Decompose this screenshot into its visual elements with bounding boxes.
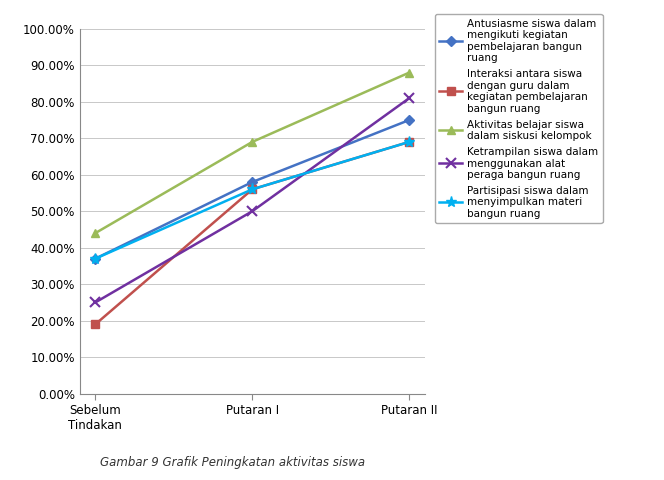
Partisipasi siswa dalam
menyimpulkan materi
bangun ruang bbox=[92, 256, 100, 262]
Antusiasme siswa dalam
mengikuti kegiatan
pembelajaran bangun
ruang bbox=[248, 179, 256, 185]
Ketrampilan siswa dalam
menggunakan alat
peraga bangun ruang bbox=[92, 300, 100, 305]
Partisipasi siswa dalam
menyimpulkan materi
bangun ruang bbox=[405, 139, 413, 145]
Ketrampilan siswa dalam
menggunakan alat
peraga bangun ruang bbox=[405, 95, 413, 101]
Aktivitas belajar siswa
dalam siskusi kelompok bbox=[92, 230, 100, 236]
Interaksi antara siswa
dengan guru dalam
kegiatan pembelajaran
bangun ruang bbox=[92, 322, 100, 327]
Aktivitas belajar siswa
dalam siskusi kelompok bbox=[248, 139, 256, 145]
Line: Interaksi antara siswa
dengan guru dalam
kegiatan pembelajaran
bangun ruang: Interaksi antara siswa dengan guru dalam… bbox=[91, 138, 414, 328]
Line: Partisipasi siswa dalam
menyimpulkan materi
bangun ruang: Partisipasi siswa dalam menyimpulkan mat… bbox=[90, 136, 415, 264]
Text: Gambar 9 Grafik Peningkatan aktivitas siswa: Gambar 9 Grafik Peningkatan aktivitas si… bbox=[100, 456, 365, 468]
Line: Ketrampilan siswa dalam
menggunakan alat
peraga bangun ruang: Ketrampilan siswa dalam menggunakan alat… bbox=[90, 93, 414, 307]
Ketrampilan siswa dalam
menggunakan alat
peraga bangun ruang bbox=[248, 208, 256, 214]
Legend: Antusiasme siswa dalam
mengikuti kegiatan
pembelajaran bangun
ruang, Interaksi a: Antusiasme siswa dalam mengikuti kegiata… bbox=[435, 14, 602, 223]
Interaksi antara siswa
dengan guru dalam
kegiatan pembelajaran
bangun ruang bbox=[405, 139, 413, 145]
Partisipasi siswa dalam
menyimpulkan materi
bangun ruang bbox=[248, 186, 256, 192]
Antusiasme siswa dalam
mengikuti kegiatan
pembelajaran bangun
ruang bbox=[92, 256, 100, 262]
Line: Antusiasme siswa dalam
mengikuti kegiatan
pembelajaran bangun
ruang: Antusiasme siswa dalam mengikuti kegiata… bbox=[92, 117, 413, 262]
Interaksi antara siswa
dengan guru dalam
kegiatan pembelajaran
bangun ruang bbox=[248, 186, 256, 192]
Aktivitas belajar siswa
dalam siskusi kelompok bbox=[405, 70, 413, 75]
Antusiasme siswa dalam
mengikuti kegiatan
pembelajaran bangun
ruang bbox=[405, 117, 413, 123]
Line: Aktivitas belajar siswa
dalam siskusi kelompok: Aktivitas belajar siswa dalam siskusi ke… bbox=[91, 69, 414, 237]
